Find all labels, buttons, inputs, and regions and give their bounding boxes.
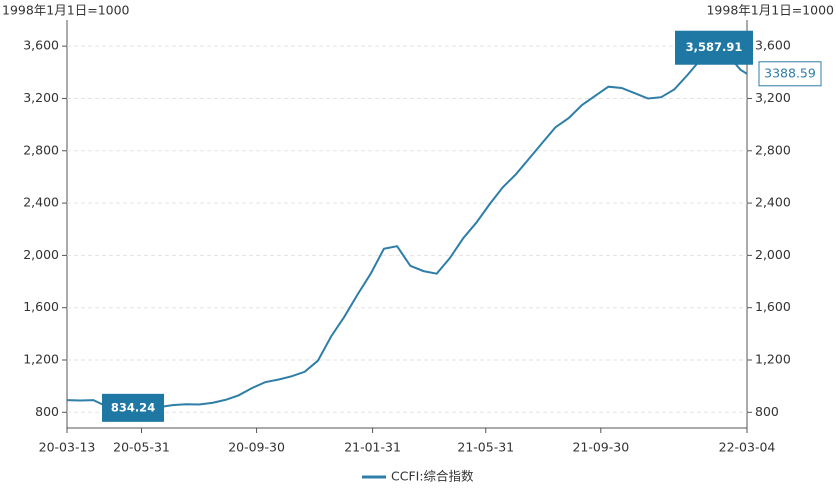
y2-tick-label: 2,800 — [755, 142, 791, 157]
y-axis-label: 1998年1月1日=1000 — [2, 3, 130, 18]
y-tick-label: 3,600 — [23, 38, 59, 53]
y2-tick-label: 1,600 — [755, 299, 791, 314]
value-label-box — [674, 30, 753, 65]
x-tick-label: 20-03-13 — [39, 440, 96, 455]
y-tick-label: 800 — [35, 404, 59, 419]
x-tick-label: 20-09-30 — [228, 440, 285, 455]
y-tick-label: 1,600 — [23, 299, 59, 314]
value-label-box — [758, 61, 822, 87]
y2-axis-label: 1998年1月1日=1000 — [706, 3, 834, 18]
y2-tick-label: 1,200 — [755, 352, 791, 367]
y2-tick-label: 3,200 — [755, 90, 791, 105]
x-tick-label: 21-09-30 — [572, 440, 629, 455]
series-line — [66, 46, 748, 409]
x-tick-label: 20-05-31 — [113, 440, 170, 455]
y-tick-label: 2,800 — [23, 142, 59, 157]
value-label: 3388.59 — [764, 65, 816, 80]
y-tick-label: 2,000 — [23, 247, 59, 262]
legend-label: CCFI:综合指数 — [391, 469, 474, 484]
y-tick-label: 1,200 — [23, 352, 59, 367]
value-label-box — [102, 393, 165, 422]
x-tick-label: 21-01-31 — [344, 440, 401, 455]
y-tick-label: 2,400 — [23, 195, 59, 210]
y2-tick-label: 2,000 — [755, 247, 791, 262]
y2-tick-label: 800 — [755, 404, 779, 419]
y2-tick-label: 2,400 — [755, 195, 791, 210]
x-tick-label: 22-03-04 — [719, 440, 776, 455]
y-tick-label: 3,200 — [23, 90, 59, 105]
value-label: 834.24 — [111, 400, 155, 414]
x-tick-label: 21-05-31 — [457, 440, 514, 455]
y2-tick-label: 3,600 — [755, 38, 791, 53]
value-label: 3,587.91 — [686, 40, 743, 54]
